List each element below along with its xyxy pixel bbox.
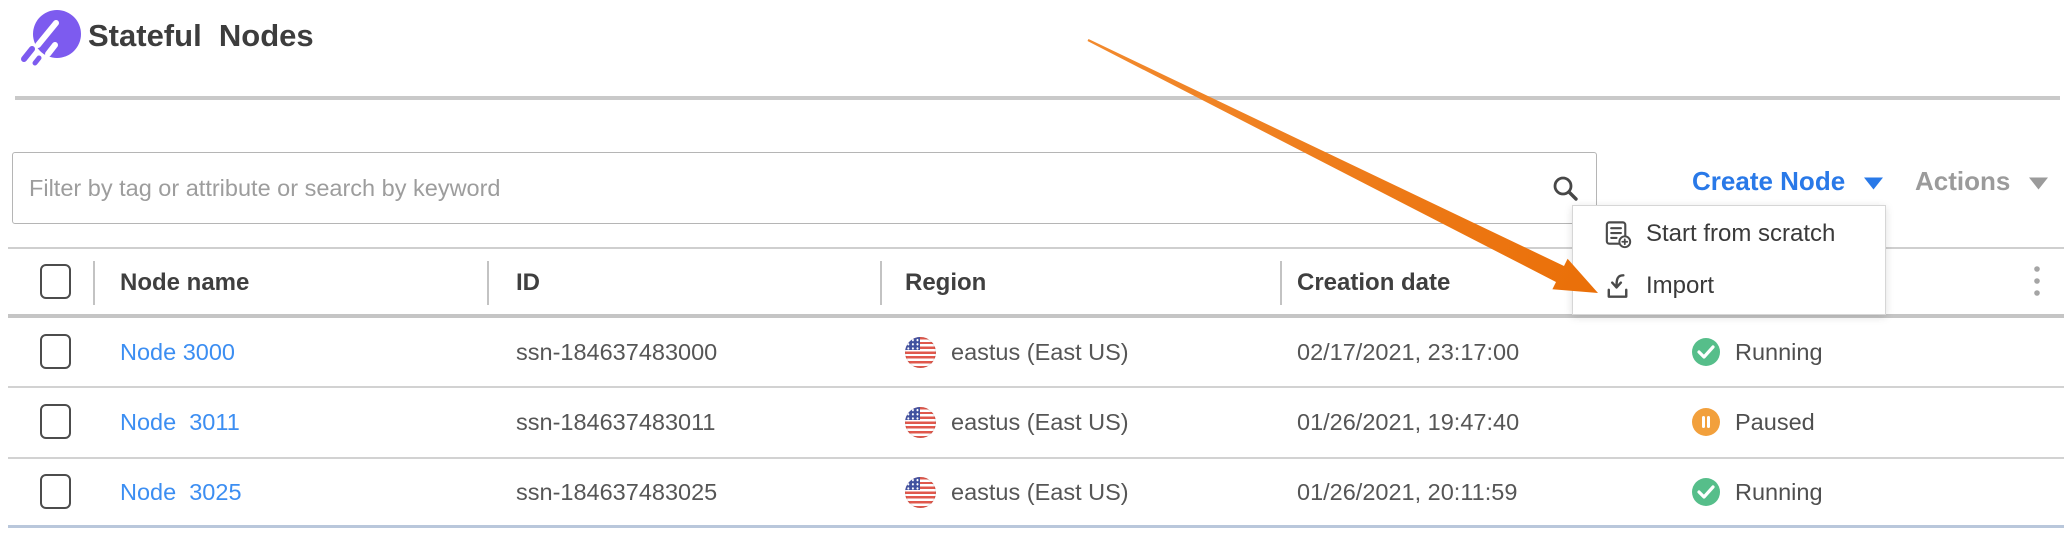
- status-label: Running: [1735, 478, 1823, 505]
- status-label: Paused: [1735, 408, 1815, 435]
- menu-item-start-from-scratch[interactable]: Start from scratch: [1573, 208, 1885, 260]
- status-cell: Paused: [1692, 387, 1815, 457]
- row-divider: [8, 457, 2064, 459]
- creation-date: 01/26/2021, 19:47:40: [1297, 409, 1520, 435]
- region-cell: eastus (East US): [905, 387, 1129, 457]
- menu-item-label: Import: [1646, 272, 1715, 299]
- row-checkbox[interactable]: [40, 334, 71, 369]
- column-header-id: ID: [516, 269, 540, 296]
- row-checkbox[interactable]: [40, 404, 71, 439]
- page-title: Stateful Nodes: [88, 18, 314, 53]
- search-input[interactable]: [27, 153, 1511, 223]
- column-divider: [880, 261, 882, 305]
- node-name-link[interactable]: Node 3011: [120, 409, 240, 435]
- column-header-region: Region: [905, 269, 987, 296]
- us-flag-icon: [905, 476, 936, 508]
- row-checkbox[interactable]: [40, 474, 71, 509]
- chevron-down-icon: [2027, 167, 2050, 198]
- actions-button[interactable]: Actions: [1915, 164, 2050, 198]
- region-cell: eastus (East US): [905, 317, 1129, 387]
- status-cell: Running: [1692, 317, 1823, 387]
- node-name-link[interactable]: Node 3000: [120, 339, 235, 365]
- table-bottom-border: [8, 525, 2064, 528]
- menu-item-label: Start from scratch: [1646, 220, 1836, 247]
- column-divider: [1280, 261, 1282, 305]
- column-header-node-name: Node name: [120, 269, 250, 296]
- actions-label: Actions: [1915, 165, 2011, 196]
- column-header-creation-date: Creation date: [1297, 269, 1451, 296]
- status-cell: Running: [1692, 457, 1823, 527]
- region-cell: eastus (East US): [905, 457, 1129, 527]
- status-running-icon: [1692, 478, 1720, 506]
- creation-date: 02/17/2021, 23:17:00: [1297, 339, 1520, 365]
- document-plus-icon: [1602, 218, 1634, 251]
- us-flag-icon: [905, 336, 936, 368]
- table-header-border: [8, 314, 2064, 318]
- region-label: eastus (East US): [951, 338, 1129, 365]
- create-node-menu: Start from scratch Import: [1572, 205, 1886, 315]
- chevron-down-icon: [1862, 167, 1885, 198]
- creation-date: 01/26/2021, 20:11:59: [1297, 479, 1518, 505]
- us-flag-icon: [905, 406, 936, 438]
- import-icon: [1602, 270, 1634, 303]
- header-divider: [15, 96, 2060, 100]
- menu-item-import[interactable]: Import: [1573, 260, 1885, 312]
- column-divider: [487, 261, 489, 305]
- column-divider: [93, 261, 95, 305]
- filter-search-box[interactable]: [12, 152, 1597, 224]
- status-running-icon: [1692, 338, 1720, 366]
- kebab-menu-icon[interactable]: [2032, 264, 2042, 307]
- node-name-link[interactable]: Node 3025: [120, 479, 242, 505]
- node-id: ssn-184637483011: [516, 409, 716, 435]
- status-label: Running: [1735, 338, 1823, 365]
- region-label: eastus (East US): [951, 478, 1129, 505]
- status-paused-icon: [1692, 408, 1720, 436]
- table-top-border: [8, 247, 2064, 249]
- select-all-checkbox[interactable]: [40, 264, 71, 299]
- region-label: eastus (East US): [951, 408, 1129, 435]
- node-id: ssn-184637483025: [516, 479, 718, 505]
- create-node-label: Create Node: [1692, 165, 1846, 196]
- create-node-button[interactable]: Create Node: [1692, 164, 1885, 198]
- node-id: ssn-184637483000: [516, 339, 718, 365]
- row-divider: [8, 386, 2064, 388]
- app-logo: [15, 6, 91, 73]
